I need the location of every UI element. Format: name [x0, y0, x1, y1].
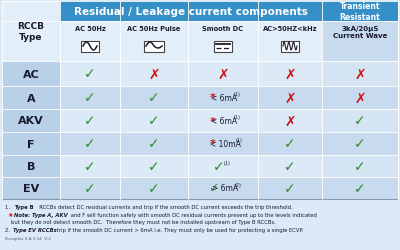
- Text: 3kA/20μS
Current Wave: 3kA/20μS Current Wave: [333, 26, 387, 39]
- Bar: [60, 87, 322, 110]
- Text: ✓: ✓: [354, 137, 366, 151]
- Bar: [322, 132, 398, 156]
- Bar: [60, 2, 398, 22]
- Bar: [2, 132, 60, 156]
- Bar: [322, 177, 398, 199]
- Text: ✓: ✓: [354, 181, 366, 195]
- Text: Type EV RCCBs: Type EV RCCBs: [13, 227, 57, 232]
- Text: ✓: ✓: [148, 137, 160, 151]
- Bar: [60, 22, 322, 62]
- Text: *: *: [210, 116, 216, 126]
- Bar: [322, 87, 398, 110]
- Text: Type B: Type B: [14, 204, 34, 209]
- Text: *: *: [210, 139, 216, 149]
- Bar: [60, 177, 322, 199]
- Text: ✓: ✓: [148, 91, 160, 105]
- Text: > 6mA: > 6mA: [212, 184, 238, 193]
- Text: ✗: ✗: [148, 67, 160, 81]
- Text: ✓: ✓: [84, 114, 96, 128]
- Text: ✓: ✓: [148, 181, 160, 195]
- Text: A: A: [27, 93, 35, 103]
- Text: ✓: ✓: [213, 159, 225, 173]
- Text: F: F: [27, 139, 35, 149]
- Text: (1): (1): [224, 160, 230, 165]
- Bar: [60, 62, 322, 87]
- Text: ✓: ✓: [84, 137, 96, 151]
- Bar: [2, 199, 398, 250]
- Text: RCCB
Type: RCCB Type: [18, 22, 44, 42]
- Bar: [281, 41, 299, 52]
- Text: Duraplex S.A 3 14  V-2: Duraplex S.A 3 14 V-2: [5, 236, 51, 240]
- Text: AC 50Hz: AC 50Hz: [74, 26, 106, 32]
- Text: ✗: ✗: [284, 67, 296, 81]
- Text: ★: ★: [8, 212, 14, 217]
- Text: ✗: ✗: [354, 91, 366, 105]
- Bar: [2, 156, 60, 177]
- Bar: [214, 41, 232, 52]
- Bar: [60, 132, 322, 156]
- Text: trip if the smooth DC current > 6mA i.e. They must only be used for protecting a: trip if the smooth DC current > 6mA i.e.…: [55, 227, 303, 232]
- Text: ✓: ✓: [84, 159, 96, 173]
- Bar: [322, 156, 398, 177]
- Bar: [81, 41, 99, 52]
- Text: < 10mA: < 10mA: [210, 140, 240, 148]
- Text: ✗: ✗: [284, 91, 296, 105]
- Bar: [144, 41, 164, 52]
- Bar: [2, 62, 60, 87]
- Text: and F will function safely with smooth DC residual currents present up to the le: and F will function safely with smooth D…: [69, 212, 317, 217]
- Bar: [322, 22, 398, 62]
- Bar: [60, 110, 322, 132]
- Text: Residual / Leakage current components: Residual / Leakage current components: [74, 7, 308, 17]
- Text: 1.: 1.: [5, 204, 13, 209]
- Bar: [60, 156, 322, 177]
- Text: ✓: ✓: [148, 114, 160, 128]
- Text: AKV: AKV: [18, 116, 44, 126]
- Text: Transient
Resistant: Transient Resistant: [340, 2, 380, 22]
- Text: < 6mA: < 6mA: [211, 116, 237, 126]
- Text: (1): (1): [234, 92, 240, 96]
- Text: ✓: ✓: [284, 181, 296, 195]
- Text: ✓: ✓: [284, 137, 296, 151]
- Text: ✗: ✗: [217, 67, 229, 81]
- Bar: [2, 87, 60, 110]
- Text: RCCBs detect DC residual currents and trip if the smooth DC current exceeds the : RCCBs detect DC residual currents and tr…: [36, 204, 293, 209]
- Text: ✗: ✗: [354, 67, 366, 81]
- Text: ✓: ✓: [208, 182, 218, 195]
- Text: EV: EV: [23, 183, 39, 193]
- Text: but they do not detect smooth DC.  Therefore they must not be installed upstream: but they do not detect smooth DC. Theref…: [11, 219, 276, 224]
- Text: ✓: ✓: [148, 159, 160, 173]
- Text: AC 50Hz Pulse: AC 50Hz Pulse: [127, 26, 181, 32]
- Bar: [2, 110, 60, 132]
- Text: AC>50HZ<kHz: AC>50HZ<kHz: [263, 26, 317, 32]
- Text: (2): (2): [234, 182, 242, 187]
- Text: Note: Type A, AKV: Note: Type A, AKV: [14, 212, 68, 217]
- Bar: [2, 177, 60, 199]
- Bar: [322, 62, 398, 87]
- Text: *: *: [210, 93, 216, 103]
- Text: ✓: ✓: [354, 114, 366, 128]
- Text: AC: AC: [23, 69, 39, 79]
- Text: Smooth DC: Smooth DC: [202, 26, 244, 32]
- Bar: [322, 110, 398, 132]
- Text: ✓: ✓: [84, 91, 96, 105]
- Text: 2.: 2.: [5, 227, 12, 232]
- Text: < 6mA: < 6mA: [211, 94, 237, 102]
- Text: ✓: ✓: [84, 67, 96, 81]
- Bar: [2, 2, 60, 62]
- Text: (1): (1): [236, 138, 242, 142]
- Text: ✓: ✓: [354, 159, 366, 173]
- Text: ✓: ✓: [284, 159, 296, 173]
- Text: ✗: ✗: [284, 114, 296, 128]
- Text: ✓: ✓: [84, 181, 96, 195]
- Text: B: B: [27, 161, 35, 171]
- Text: (1): (1): [234, 114, 240, 119]
